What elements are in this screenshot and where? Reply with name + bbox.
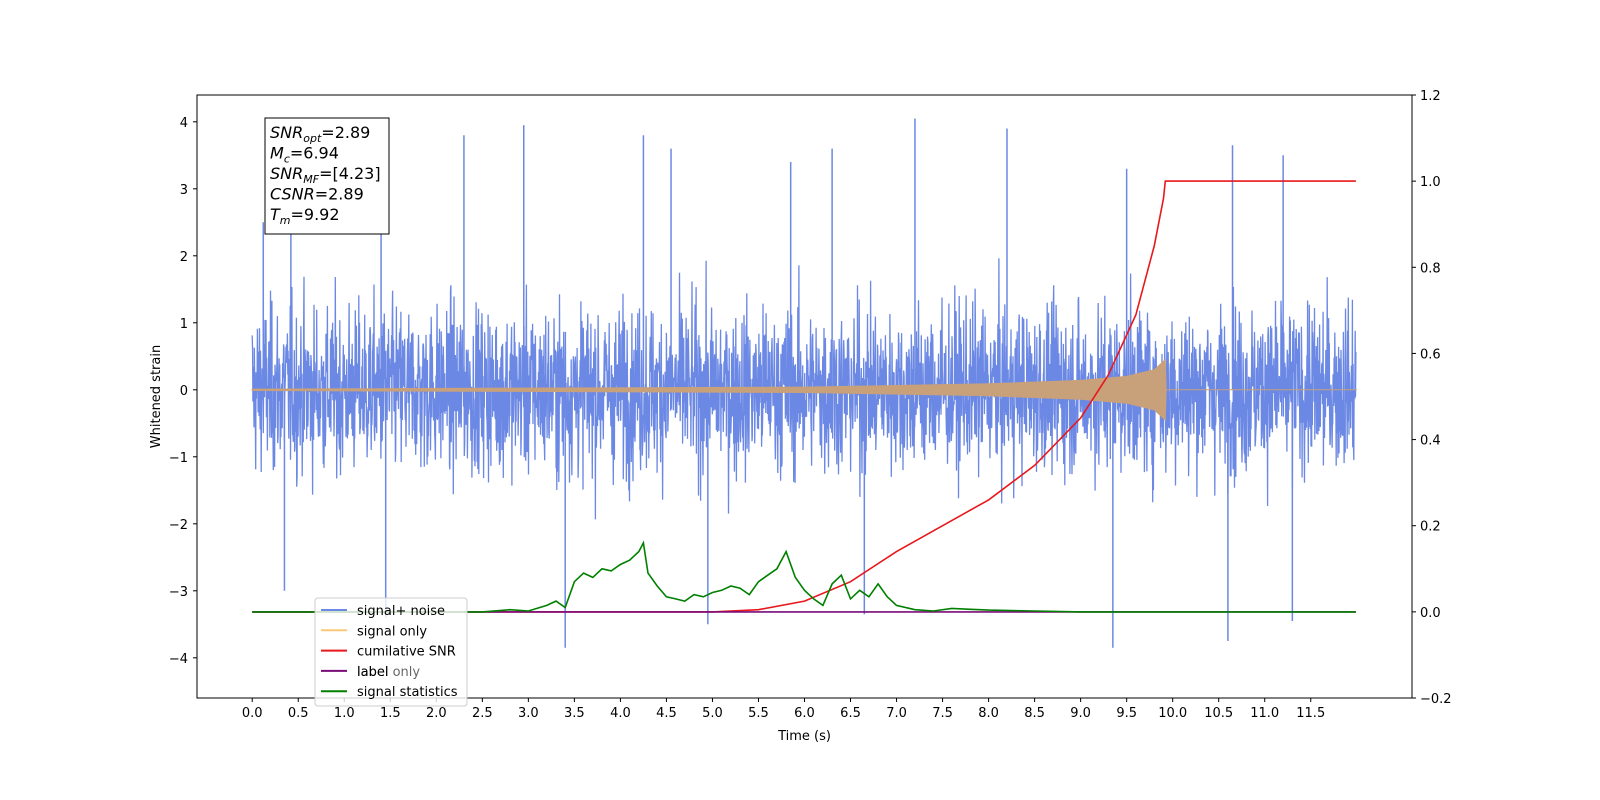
x-axis-label: Time (s) (777, 729, 831, 744)
x-tick-label: 1.0 (334, 706, 355, 721)
y2-tick-label: 1.0 (1420, 175, 1441, 190)
annotation-snr-mf-value: =[4.23] (319, 164, 381, 183)
x-tick-label: 9.5 (1116, 706, 1137, 721)
legend-entry: signal only (357, 624, 427, 639)
y-tick-label: −2 (169, 518, 188, 533)
y2-tick-label: −0.2 (1420, 692, 1452, 707)
y-tick-label: 3 (180, 183, 188, 198)
x-tick-label: 5.5 (748, 706, 769, 721)
y-tick-label: 2 (180, 250, 188, 265)
annotation-tm: Tm=9.92 (270, 205, 340, 227)
x-tick-label: 0.0 (242, 706, 263, 721)
annotation-tm-value: =9.92 (291, 205, 340, 224)
x-tick-label: 3.0 (518, 706, 539, 721)
x-tick-label: 10.0 (1158, 706, 1187, 721)
y2-tick-label: 0.6 (1420, 347, 1441, 362)
x-tick-label: 11.5 (1296, 706, 1325, 721)
x-tick-label: 0.5 (288, 706, 309, 721)
x-tick-label: 9.0 (1070, 706, 1091, 721)
x-tick-label: 7.5 (932, 706, 953, 721)
annotation-snr-opt: SNRopt=2.89 (270, 123, 370, 145)
y-tick-label: 1 (180, 317, 188, 332)
legend-entry: label (357, 665, 388, 680)
x-tick-label: 4.5 (656, 706, 677, 721)
series-layer (251, 118, 1357, 648)
legend-entry: signal statistics (357, 685, 458, 700)
annotation-snr-opt-value: =2.89 (321, 123, 370, 142)
y2-tick-label: 0.8 (1420, 261, 1441, 276)
x-axis: 0.0 0.5 1.0 1.5 2.0 2.5 3.0 3.5 4.0 4.5 5.0 5.5 6.0 6… (242, 698, 1325, 721)
y2-tick-label: 0.4 (1420, 434, 1441, 449)
y-axis-left: 4 3 2 1 0 −1 −2 −3 −4 (169, 116, 197, 667)
x-tick-label: 6.0 (794, 706, 815, 721)
x-tick-label: 1.5 (380, 706, 401, 721)
series-signal-statistics (252, 540, 1356, 613)
annotation-mc: Mc=6.94 (270, 144, 339, 166)
legend-frame (314, 597, 468, 707)
x-tick-label: 2.5 (472, 706, 493, 721)
x-tick-label: 5.0 (702, 706, 723, 721)
legend-entry: signal+ noise (357, 604, 445, 619)
plot-area (251, 118, 1357, 648)
x-tick-label: 2.0 (426, 706, 447, 721)
annotation-snr-mf: SNRMF=[4.23] (270, 164, 381, 186)
series-cumulative-snr (252, 180, 1356, 613)
x-tick-label: 10.5 (1204, 706, 1233, 721)
y-tick-label: −4 (169, 652, 188, 667)
y-tick-label: −1 (169, 451, 188, 466)
annotation-frame (264, 117, 390, 235)
annotation-csnr-value: =2.89 (315, 185, 364, 204)
annotation-mc-value: =6.94 (290, 144, 339, 163)
x-tick-label: 8.0 (978, 706, 999, 721)
stats-annotation: SNRopt=2.89 Mc=6.94 SNRMF=[4.23] CSNR=2.… (264, 117, 390, 235)
x-tick-label: 6.5 (840, 706, 861, 721)
y2-tick-label: 0.2 (1420, 520, 1441, 535)
y-tick-label: 0 (180, 384, 188, 399)
x-tick-label: 4.0 (610, 706, 631, 721)
y2-tick-label: 1.2 (1420, 89, 1441, 104)
x-tick-label: 7.0 (886, 706, 907, 721)
series-signal-only (251, 358, 1357, 422)
y-axis-right: 1.2 1.0 0.8 0.6 0.4 0.2 0.0 −0.2 (1412, 89, 1452, 707)
x-tick-label: 11.0 (1250, 706, 1279, 721)
y2-tick-label: 0.0 (1420, 606, 1441, 621)
x-tick-label: 8.5 (1024, 706, 1045, 721)
y-axis-label: Whitened strain (149, 345, 164, 448)
legend-entry: cumilative SNR (357, 645, 456, 660)
legend-entry: label only (357, 665, 420, 680)
legend: signal+ noise signal only cumilative SNR la… (314, 597, 468, 707)
y-tick-label: −3 (169, 585, 188, 600)
x-tick-label: 3.5 (564, 706, 585, 721)
annotation-csnr: CSNR=2.89 (270, 185, 364, 204)
y-tick-label: 4 (180, 116, 188, 131)
